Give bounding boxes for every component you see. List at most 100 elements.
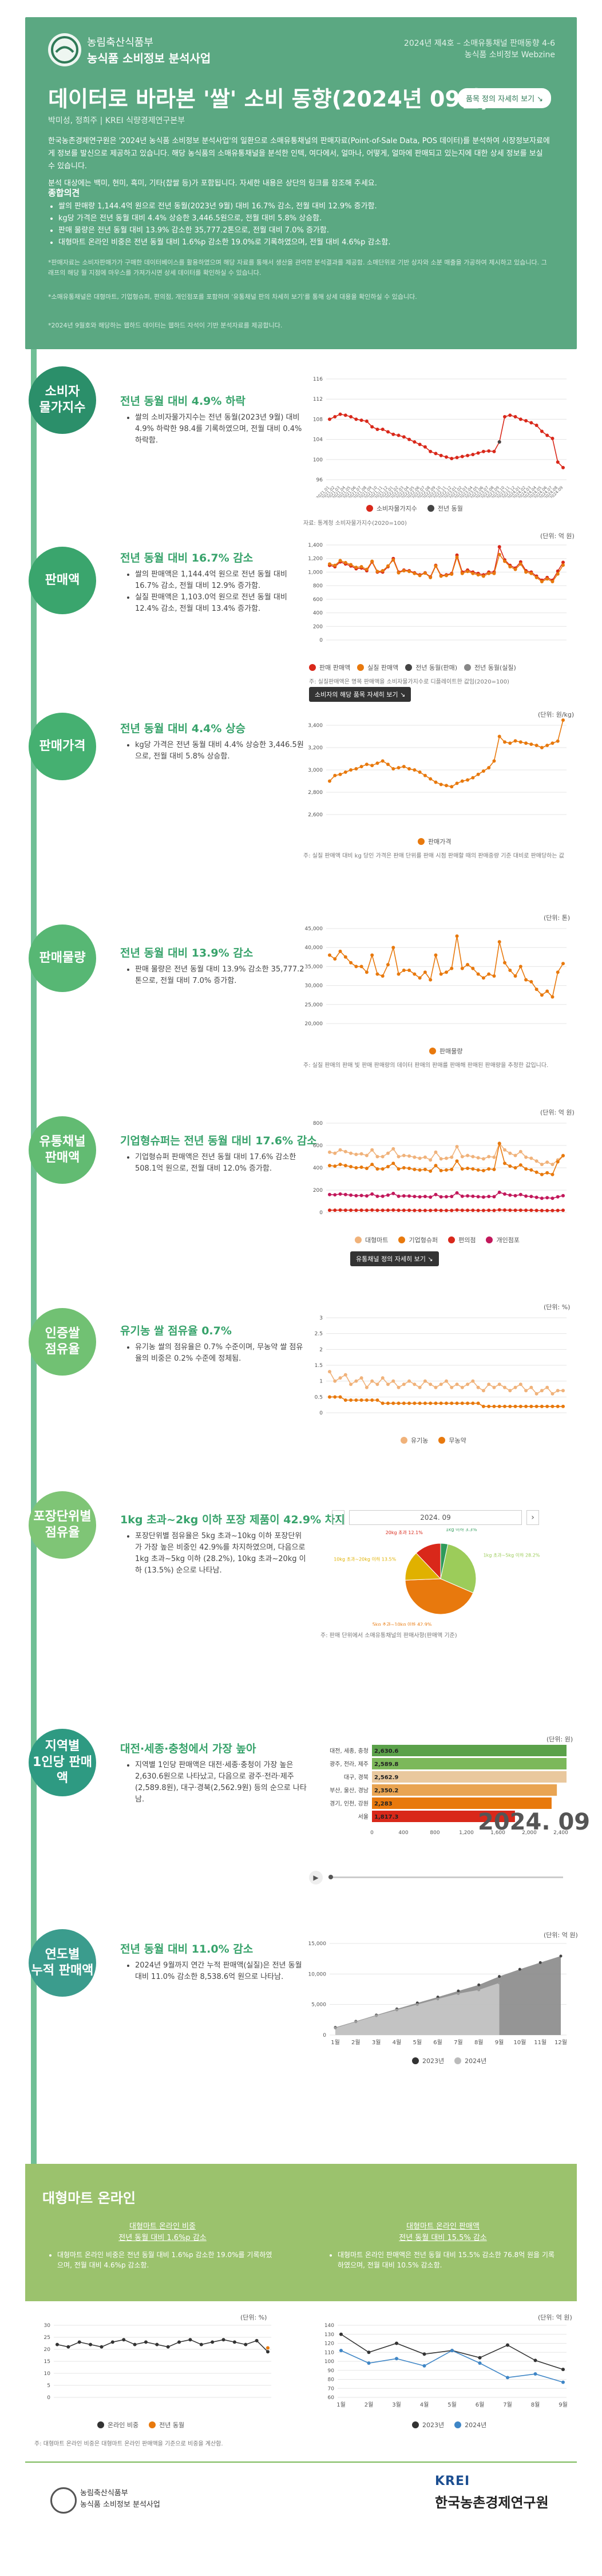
- data-point: [413, 1401, 417, 1405]
- data-point: [429, 1195, 433, 1199]
- data-point: [338, 412, 342, 416]
- category-label: 서울: [358, 1814, 369, 1820]
- chart-package[interactable]: 1kg 이하 3.3% 1kg 초과~5kg 이하 28.2% 5kg 초과~10k…: [320, 1528, 561, 1626]
- chart-channel[interactable]: 0 200 400 600 800: [298, 1116, 572, 1231]
- pie-slice: [440, 1543, 477, 1594]
- data-point: [359, 1398, 363, 1402]
- category-label: 경기, 인천, 강원: [330, 1800, 369, 1807]
- time-slider[interactable]: [328, 1875, 563, 1879]
- data-point: [413, 768, 417, 772]
- data-point: [354, 767, 358, 771]
- chart-cpi[interactable]: 961001041081121162021.012021.022021.0320…: [298, 372, 572, 498]
- data-point: [365, 1153, 369, 1157]
- chart-cumulative[interactable]: 0 5,000 10,000 15,000 1월 2월 3월 4월 5월 6월 7월 8월 9월 10월 1…: [298, 1938, 572, 2052]
- slice-label: 20kg 초과 12.1%: [386, 1530, 423, 1535]
- play-icon[interactable]: ▶: [309, 1871, 323, 1884]
- data-point: [413, 440, 417, 444]
- channel-definition-button[interactable]: 유통채널 정의 자세히 보기 ↘: [350, 1251, 439, 1266]
- data-point: [450, 1208, 454, 1212]
- section-body-region: 지역별 1인당 판매액은 대전·세종·충청이 가장 높은 2,630.6원으로 …: [127, 1760, 307, 1805]
- legend-label: 소비자물가지수: [377, 505, 417, 512]
- data-point: [338, 1192, 342, 1196]
- data-point: [413, 571, 417, 575]
- footer-divider: [25, 2462, 577, 2463]
- data-point: [466, 453, 470, 457]
- chart-price[interactable]: 2,600 2,800 3,000 3,200 3,400: [298, 718, 572, 833]
- chart-volume[interactable]: 20,000 25,000 30,000 35,000 40,000 45,000: [298, 922, 572, 1042]
- data-point: [524, 1155, 528, 1159]
- ministry-name: 농림축산식품부: [87, 37, 153, 49]
- chart-certified[interactable]: 0 0.5 1 1.5 2 2.5 3: [298, 1311, 572, 1431]
- y-tick-label: 15,000: [308, 1941, 327, 1947]
- unit-volume: (단위: 톤): [544, 914, 571, 922]
- data-point: [550, 1172, 555, 1176]
- data-point: [524, 419, 528, 423]
- data-point: [397, 766, 401, 770]
- data-point: [349, 415, 353, 418]
- data-point: [365, 1208, 369, 1212]
- data-point: [460, 1167, 464, 1171]
- y-tick-label: 3,000: [308, 768, 323, 773]
- consumer-detail-button[interactable]: 소비자의 해당 품목 자세히 보기 ↘: [309, 687, 411, 702]
- data-point: [518, 1163, 522, 1167]
- period-prev-button[interactable]: ‹: [332, 1510, 344, 1525]
- item-definition-button[interactable]: 품목 정의 자세히 보기 ↘: [458, 88, 552, 108]
- summary-item: 대형마트 온라인 비중은 전년 동월 대비 1.6%p 감소한 19.0%로 기…: [58, 236, 562, 248]
- section-bullet: 지역별 1인당 판매액은 대전·세종·충청이 가장 높은 2,630.6원으로 …: [135, 1760, 307, 1805]
- y-tick-label: 20: [44, 2347, 51, 2353]
- data-point: [333, 1208, 337, 1212]
- x-tick-label: 9월: [495, 2039, 504, 2046]
- page-title: 데이터로 바라본 '쌀' 소비 동향(2024년 09월): [48, 86, 490, 112]
- legend-cpi: 소비자물가지수 전년 동월: [366, 504, 463, 513]
- data-point: [477, 1983, 481, 1986]
- data-point: [556, 1404, 560, 1408]
- x-tick-label: 6월: [433, 2039, 442, 2046]
- data-point: [338, 559, 342, 563]
- unit-certified: (단위: %): [544, 1303, 571, 1311]
- data-point: [354, 1194, 358, 1198]
- data-point: [471, 776, 475, 780]
- data-point: [545, 1385, 549, 1389]
- period-next-button[interactable]: ›: [526, 1510, 539, 1525]
- data-point: [328, 1192, 331, 1196]
- data-point: [375, 1194, 379, 1198]
- period-select[interactable]: 2024. 09: [349, 1510, 522, 1525]
- data-point: [481, 1389, 485, 1393]
- data-point: [423, 1195, 427, 1199]
- data-point: [508, 1193, 512, 1197]
- y-tick-label: 600: [313, 597, 323, 603]
- data-point: [375, 428, 379, 431]
- slider-handle[interactable]: [328, 1875, 333, 1879]
- data-point: [518, 1192, 522, 1196]
- chart-online-sales[interactable]: 60 70 80 90 100 110 120 130 140 1월 2월 3월 4월 5월 6월 7월 8월 9…: [309, 2318, 572, 2416]
- data-point: [349, 1398, 353, 1402]
- issue-number: 2024년 제4호 – 소매유통채널 판매동향 4-6: [403, 39, 555, 48]
- chart-sales[interactable]: 0 200 400 600 800 1,000 1,200 1,400: [298, 538, 572, 658]
- data-point: [455, 1159, 459, 1163]
- bar: [372, 1797, 552, 1809]
- data-point: [402, 1194, 406, 1198]
- chart-region[interactable]: 대전, 세종, 충청 2,630.6 광주, 전라, 제주 2,589.8 대구, 경북…: [309, 1740, 572, 1860]
- data-point: [386, 1165, 390, 1169]
- x-tick-label: 6월: [476, 2401, 485, 2408]
- section-headline-price: 전년 동월 대비 4.4% 상승: [120, 722, 245, 735]
- data-point: [402, 1166, 406, 1170]
- data-point: [391, 1208, 395, 1212]
- data-point: [328, 1395, 331, 1399]
- data-point: [338, 1148, 342, 1152]
- section-bubble-volume: 판매물량: [29, 924, 96, 992]
- data-point: [518, 1149, 522, 1153]
- data-point: [550, 1404, 555, 1408]
- data-point: [386, 564, 390, 568]
- data-point: [375, 1382, 379, 1386]
- data-point: [476, 1385, 480, 1389]
- data-point: [365, 1385, 369, 1389]
- data-point: [518, 417, 522, 421]
- data-point: [545, 989, 549, 993]
- y-tick-label: 2,600: [308, 812, 323, 818]
- data-point: [66, 2345, 70, 2349]
- chart-online-share[interactable]: 0 5 10 15 20 25 30: [25, 2318, 277, 2416]
- data-point: [386, 762, 390, 767]
- data-point: [503, 1161, 506, 1165]
- data-point: [354, 1152, 358, 1156]
